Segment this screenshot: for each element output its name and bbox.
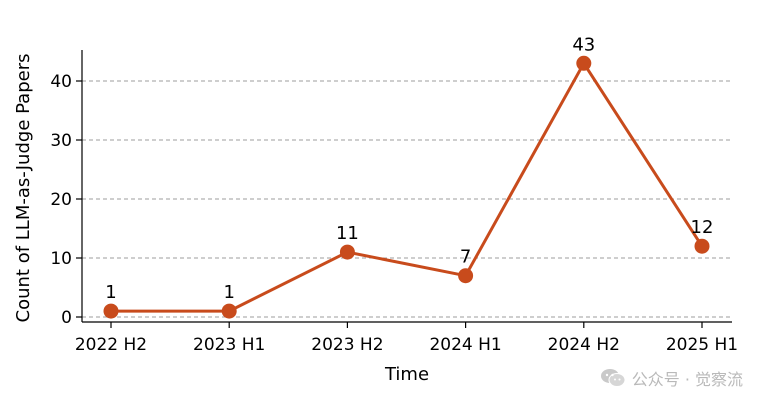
- y-axis-title: Count of LLM-as-Judge Papers: [13, 54, 34, 323]
- data-label: 11: [336, 223, 359, 244]
- y-tick-label: 30: [50, 131, 72, 151]
- data-point: [221, 303, 237, 319]
- x-tick-label: 2023 H1: [193, 335, 265, 355]
- data-point: [576, 55, 592, 71]
- data-point: [339, 244, 355, 260]
- data-point: [458, 268, 474, 284]
- x-tick-label: 2024 H2: [548, 335, 620, 355]
- axes: [81, 50, 732, 323]
- wechat-icon: [600, 368, 626, 388]
- x-tick-label: 2024 H1: [429, 335, 501, 355]
- grid-lines: [82, 80, 732, 318]
- y-tick-label: 40: [50, 72, 72, 92]
- y-tick-label: 20: [50, 190, 72, 210]
- x-ticks: 2022 H2 2023 H1 2023 H2 2024 H1 2024 H2 2025 …: [75, 322, 738, 355]
- y-ticks: 0 10 20 30 40: [50, 72, 82, 328]
- x-tick-label: 2022 H2: [75, 335, 147, 355]
- y-tick-label: 0: [61, 308, 72, 328]
- x-tick-label: 2025 H1: [666, 335, 738, 355]
- y-tick-label: 10: [50, 249, 72, 269]
- x-tick-label: 2023 H2: [311, 335, 383, 355]
- data-point: [103, 303, 119, 319]
- data-label: 7: [460, 247, 471, 268]
- data-label: 1: [105, 282, 116, 303]
- data-label: 1: [223, 282, 234, 303]
- series: [103, 55, 710, 319]
- watermark: 公众号 · 觉察流: [600, 366, 743, 390]
- x-axis-title: Time: [384, 364, 429, 385]
- data-label: 43: [572, 34, 595, 55]
- watermark-text: 公众号 · 觉察流: [631, 370, 743, 389]
- data-label: 12: [691, 217, 714, 238]
- series-line: [111, 61, 704, 313]
- data-point: [694, 238, 710, 254]
